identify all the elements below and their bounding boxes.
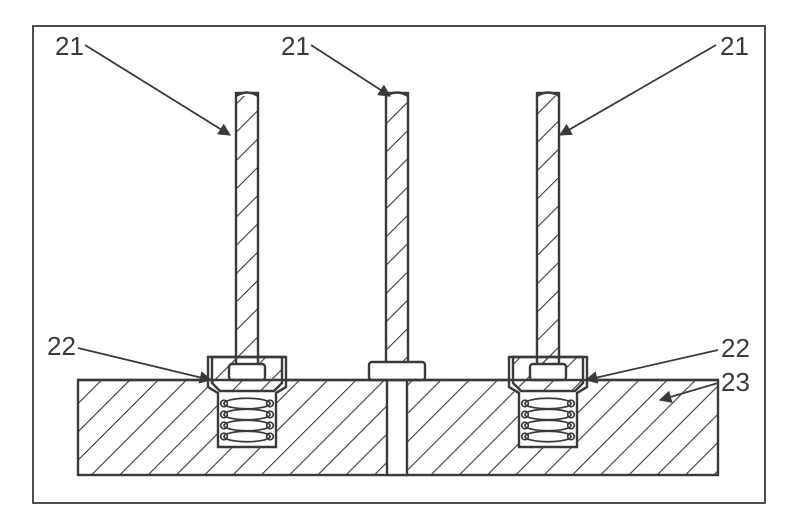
lbl-22-left: 22 bbox=[47, 331, 76, 361]
lbl-21-center-lead bbox=[311, 45, 390, 96]
lbl-21-center: 21 bbox=[281, 31, 310, 61]
lbl-21-left-lead bbox=[85, 45, 230, 135]
lbl-21-left: 21 bbox=[55, 31, 84, 61]
lbl-22-right-lead bbox=[586, 350, 718, 380]
center-pin-hole bbox=[387, 380, 407, 475]
lbl-22-left-lead bbox=[78, 348, 211, 380]
rod-center bbox=[369, 93, 425, 381]
lbl-21-right: 21 bbox=[720, 31, 749, 61]
lbl-23-right: 23 bbox=[721, 367, 750, 397]
lbl-22-right: 22 bbox=[721, 333, 750, 363]
rod-left bbox=[229, 93, 265, 381]
lbl-21-right-lead bbox=[560, 45, 716, 135]
